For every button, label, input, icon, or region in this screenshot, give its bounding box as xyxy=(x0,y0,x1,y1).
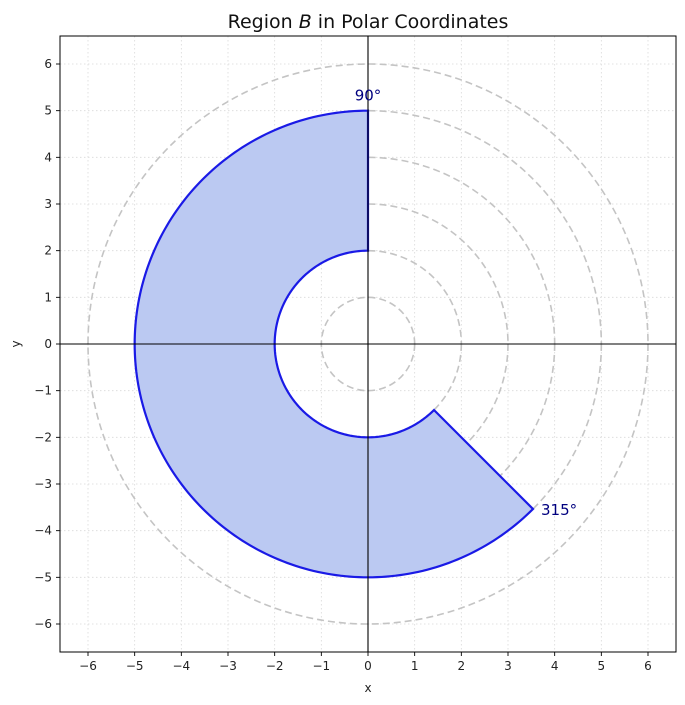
tick-labels: −6 −5 −4 −3 −2 −1 0 1 2 3 4 5 6 −6 −5 −4 −3 −2 −1 0 1 2 3 4 5 6 xyxy=(34,57,652,673)
region-b-area xyxy=(133,109,535,579)
y-tick-label: −4 xyxy=(34,524,52,538)
y-tick-label: 2 xyxy=(44,244,52,258)
x-tick-label: 5 xyxy=(598,659,606,673)
y-tick-label: 5 xyxy=(44,104,52,118)
y-axis-label: y xyxy=(9,340,23,347)
y-tick-label: 4 xyxy=(44,150,52,164)
y-tick-label: −6 xyxy=(34,617,52,631)
x-tick-label: 2 xyxy=(458,659,466,673)
y-tick-label: 0 xyxy=(44,337,52,351)
tick-marks xyxy=(56,63,649,656)
y-tick-label: 1 xyxy=(44,290,52,304)
x-tick-label: −2 xyxy=(266,659,284,673)
x-tick-label: 4 xyxy=(551,659,559,673)
x-tick-label: 6 xyxy=(644,659,652,673)
y-tick-label: −5 xyxy=(34,570,52,584)
y-tick-label: 6 xyxy=(44,57,52,71)
x-tick-label: −3 xyxy=(219,659,237,673)
y-tick-label: 3 xyxy=(44,197,52,211)
y-tick-label: −3 xyxy=(34,477,52,491)
x-tick-label: 1 xyxy=(411,659,419,673)
chart-title: Region B in Polar Coordinates xyxy=(228,11,509,33)
x-tick-label: −4 xyxy=(172,659,190,673)
angle-annotation: 90° xyxy=(355,87,382,105)
x-tick-label: 3 xyxy=(504,659,512,673)
x-tick-label: −5 xyxy=(126,659,144,673)
zero-axes xyxy=(60,36,676,652)
region-b xyxy=(133,109,535,579)
angle-annotations: 90° 315° xyxy=(355,87,577,519)
x-axis-label: x xyxy=(364,681,371,695)
y-tick-label: −1 xyxy=(34,384,52,398)
angle-annotation: 315° xyxy=(541,501,577,519)
x-tick-label: −6 xyxy=(79,659,97,673)
x-tick-label: 0 xyxy=(364,659,372,673)
y-tick-label: −2 xyxy=(34,430,52,444)
x-tick-label: −1 xyxy=(312,659,330,673)
